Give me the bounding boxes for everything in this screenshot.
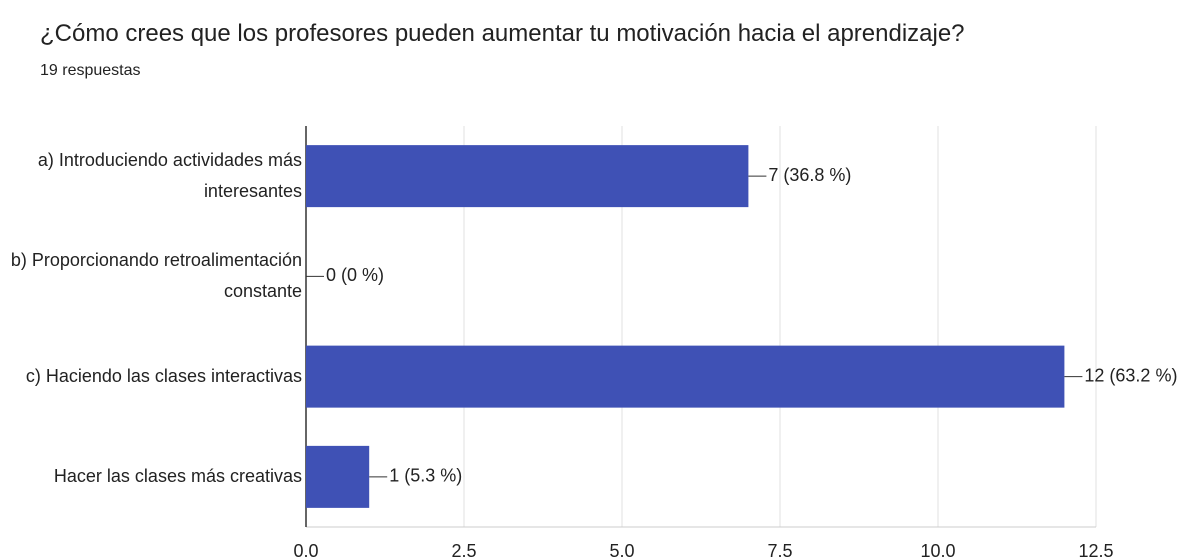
x-tick-label: 5.0	[609, 541, 634, 560]
value-label: 12 (63.2 %)	[1084, 365, 1177, 385]
x-tick-label: 2.5	[451, 541, 476, 560]
x-tick-label: 10.0	[920, 541, 955, 560]
bar	[306, 345, 1065, 408]
y-tick-label: a) Introduciendo actividades más interes…	[37, 150, 302, 202]
value-label: 1 (5.3 %)	[389, 466, 462, 486]
y-tick-label: c) Haciendo las clases interactivas	[25, 366, 302, 387]
bar	[306, 145, 749, 208]
chart-title: ¿Cómo crees que los profesores pueden au…	[40, 20, 965, 47]
chart-subtitle: 19 respuestas	[40, 62, 141, 79]
x-tick-label: 12.5	[1078, 541, 1113, 560]
y-tick-label: Hacer las clases más creativas	[53, 466, 302, 487]
x-tick-label: 0.0	[293, 541, 318, 560]
bar	[306, 445, 370, 508]
x-tick-label: 7.5	[767, 541, 792, 560]
value-label: 0 (0 %)	[326, 265, 384, 285]
value-label: 7 (36.8 %)	[768, 165, 851, 185]
y-tick-label: b) Proporcionando retroalimentación cons…	[10, 250, 302, 302]
